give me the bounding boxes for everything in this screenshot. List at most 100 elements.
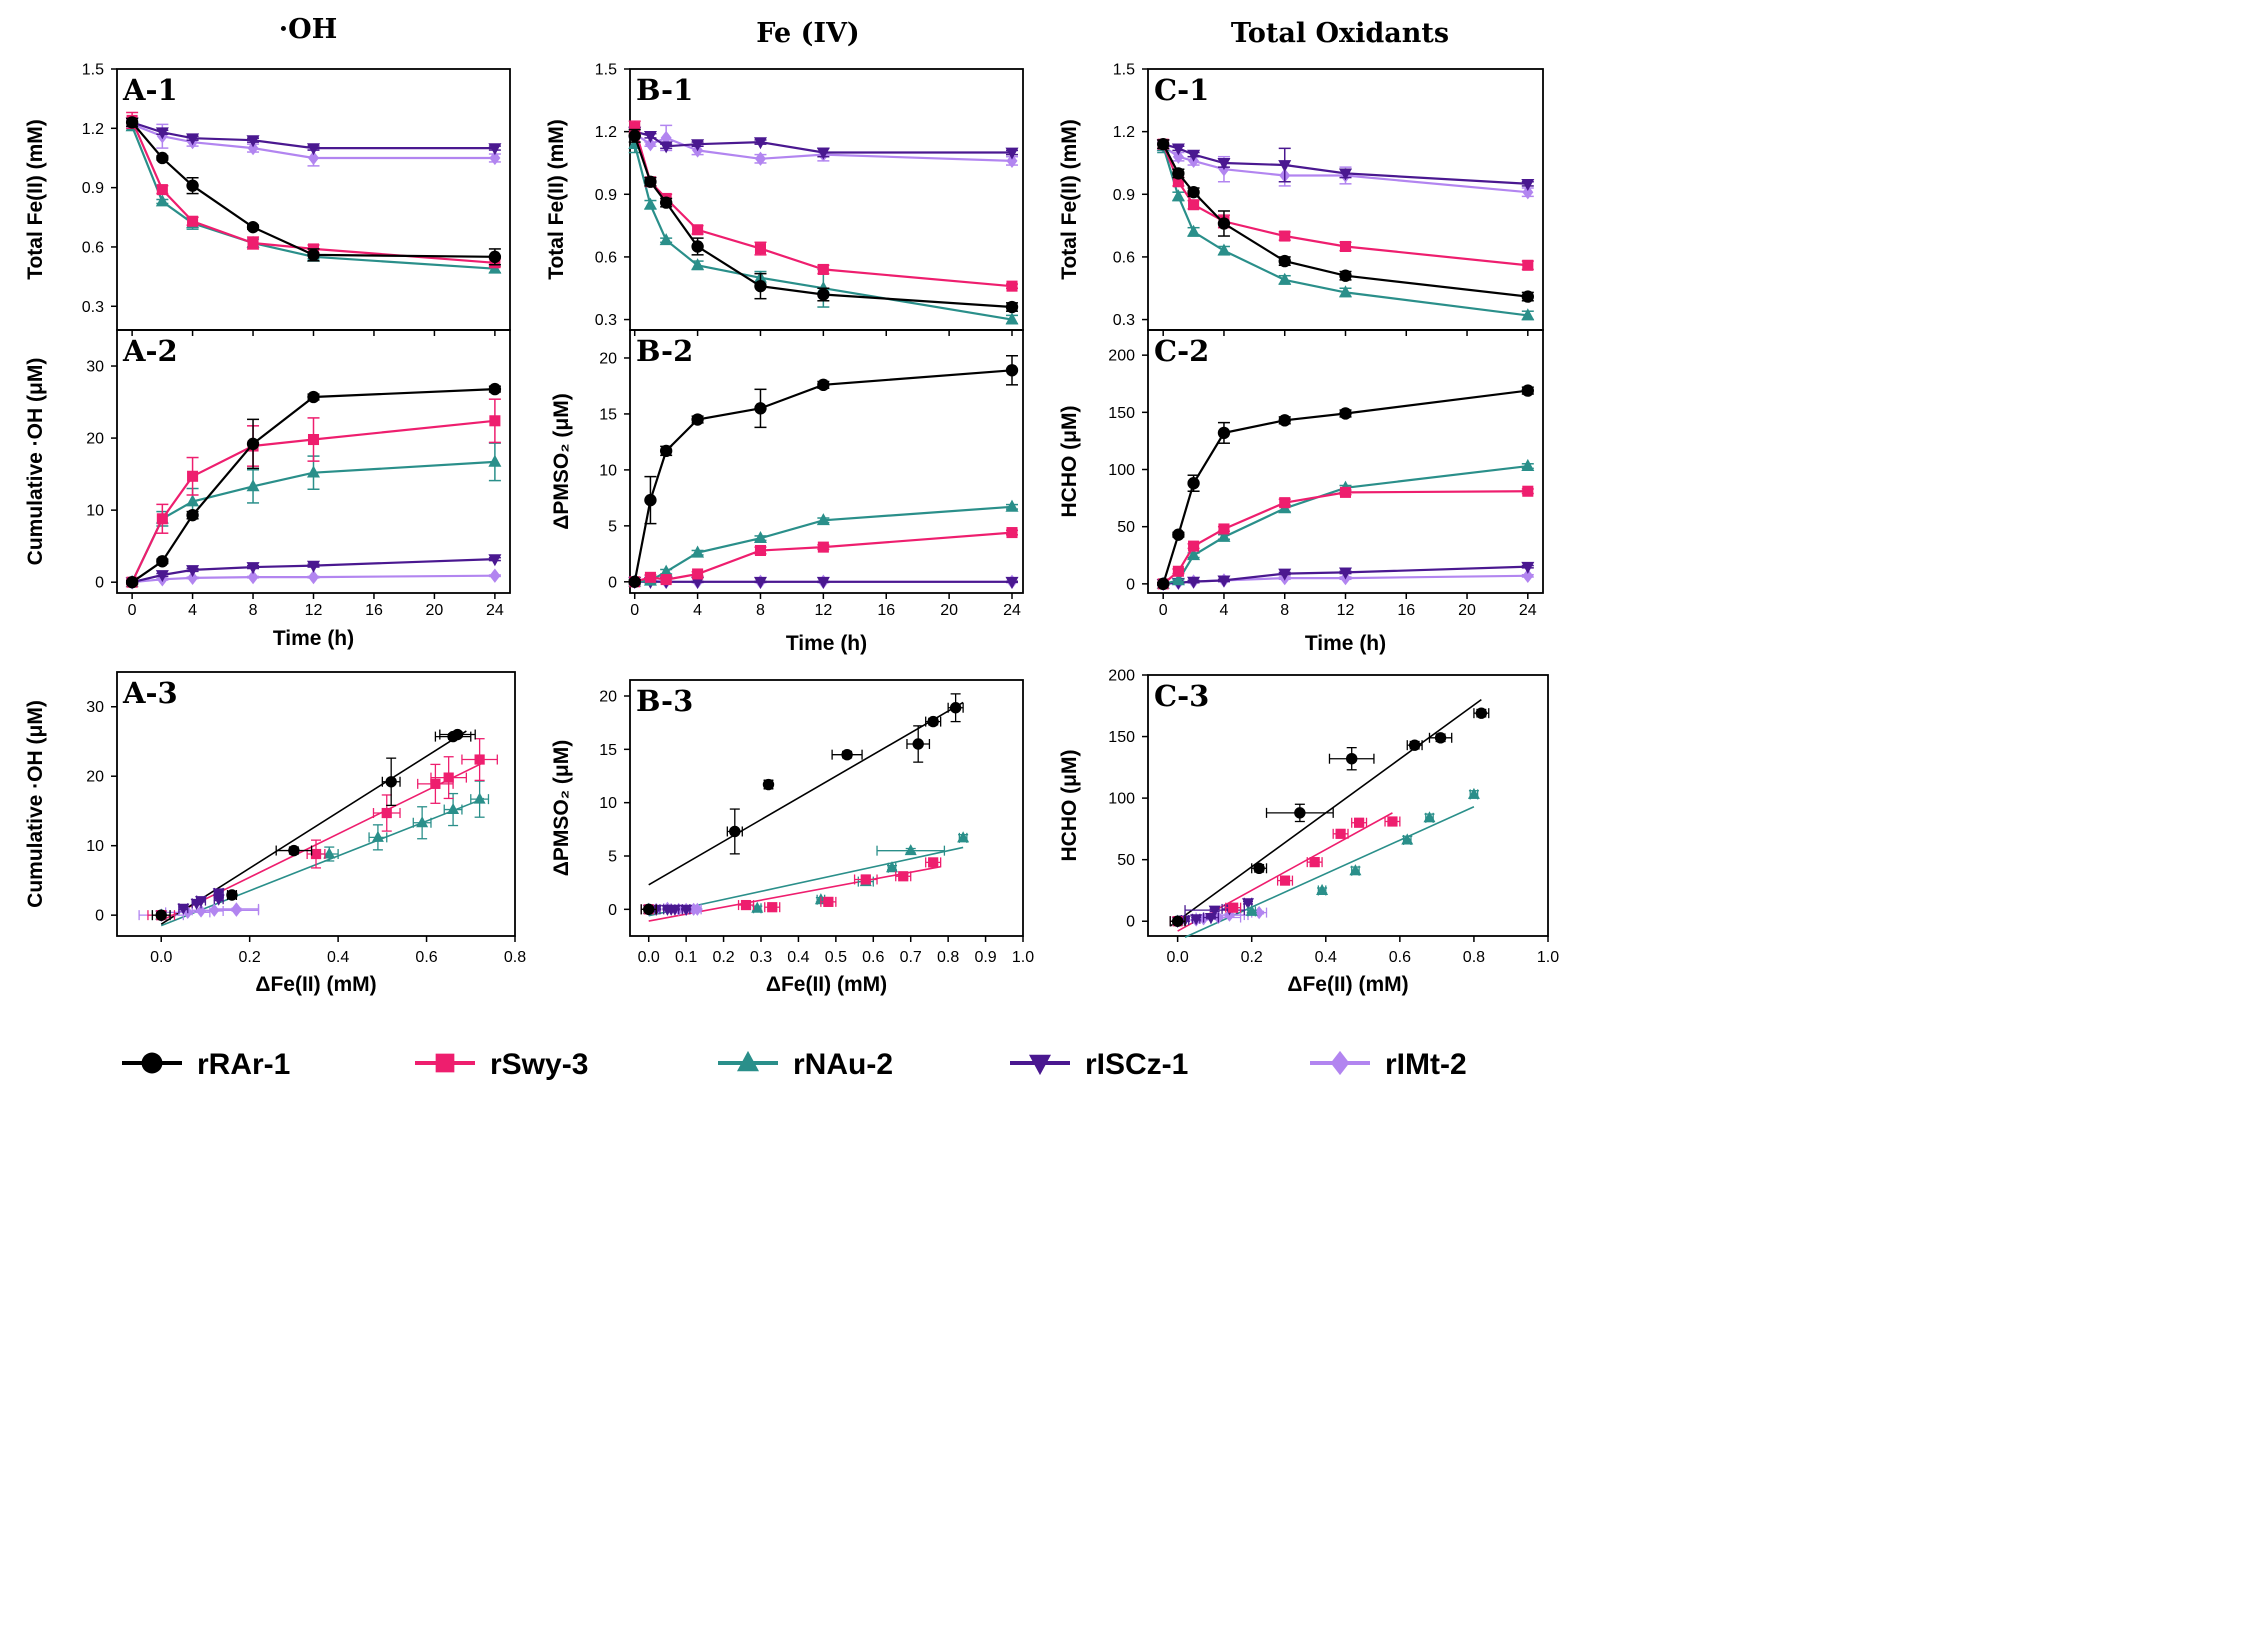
x-tick-label: 1.0 — [1012, 949, 1034, 966]
series-rRAr-1 — [1157, 384, 1534, 591]
data-point — [817, 263, 829, 275]
legend-label: rSwy-3 — [490, 1048, 588, 1081]
data-point — [817, 288, 830, 301]
data-point — [1242, 898, 1254, 910]
y-tick-label: 50 — [1117, 852, 1135, 869]
series-rISCz-1 — [628, 126, 1019, 160]
data-point — [643, 903, 655, 916]
data-point — [691, 258, 705, 271]
data-point — [1354, 817, 1365, 828]
data-point — [1187, 576, 1201, 589]
y-tick-label: 30 — [86, 359, 104, 376]
x-tick-label: 0.5 — [825, 949, 847, 966]
y-tick-label: 150 — [1108, 729, 1135, 746]
x-tick-label: 0.7 — [900, 949, 922, 966]
y-tick-label: 0 — [608, 574, 617, 591]
data-point — [1522, 568, 1534, 583]
data-point — [443, 772, 454, 783]
data-point — [1171, 189, 1185, 202]
data-point — [644, 137, 656, 152]
data-point — [692, 224, 704, 236]
data-point — [381, 807, 392, 819]
y-tick-label: 0.9 — [595, 187, 617, 204]
data-point — [447, 802, 460, 815]
panel-label: B-2 — [636, 334, 693, 368]
series-rRAr-1 — [1169, 707, 1490, 927]
x-axis-label: Time (h) — [786, 632, 867, 655]
data-point — [451, 728, 464, 741]
y-tick-label: 1.5 — [82, 62, 104, 79]
data-point — [1188, 199, 1200, 211]
data-point — [691, 139, 705, 152]
data-point — [488, 250, 502, 264]
data-point — [1339, 240, 1352, 253]
y-tick-label: 50 — [1117, 519, 1135, 536]
data-point — [1005, 312, 1019, 325]
data-point — [1521, 384, 1534, 397]
y-tick-label: 20 — [86, 431, 104, 448]
y-tick-label: 0.6 — [595, 249, 617, 266]
data-point — [661, 904, 674, 916]
y-tick-label: 15 — [599, 406, 617, 423]
y-tick-label: 200 — [1108, 348, 1135, 365]
data-point — [817, 541, 829, 553]
data-point — [1339, 168, 1352, 181]
data-point — [1217, 158, 1231, 171]
x-tick-label: 20 — [1458, 602, 1476, 619]
y-tick-label: 200 — [1108, 668, 1135, 685]
data-point — [644, 175, 657, 188]
data-point — [307, 248, 320, 262]
data-point — [1339, 285, 1352, 298]
chart-B-3: 0 5 10 15 20 0.0 0.1 0.2 0.3 0.4 0.5 0.6 0.7 0.8 0.9 1.… — [550, 679, 1034, 996]
data-point — [1253, 862, 1265, 874]
fit-line-rRAr-1 — [648, 701, 964, 886]
plot-frame — [116, 68, 511, 331]
data-point — [1423, 811, 1436, 823]
x-tick-label: 20 — [426, 602, 444, 619]
x-tick-label: 0 — [128, 602, 137, 619]
legend-item-rSwy-3: rSwy-3 — [415, 1048, 588, 1081]
y-tick-label: 10 — [599, 462, 617, 479]
data-point — [186, 565, 200, 578]
data-point — [1521, 178, 1535, 191]
data-point — [886, 861, 898, 873]
data-point — [1005, 576, 1019, 589]
data-point — [307, 560, 320, 573]
data-point — [307, 150, 320, 166]
fit-line-rNAu-2 — [160, 797, 485, 927]
data-point — [307, 465, 320, 478]
data-point — [1339, 567, 1352, 580]
data-point — [310, 848, 322, 860]
data-point — [1171, 915, 1184, 927]
data-point — [659, 233, 673, 246]
y-tick-label: 20 — [599, 350, 617, 367]
x-tick-label: 4 — [188, 602, 197, 619]
data-point — [928, 857, 939, 868]
x-tick-label: 0.6 — [1389, 949, 1411, 966]
x-tick-label: 0.0 — [150, 949, 172, 966]
data-point — [488, 554, 502, 567]
series-rISCz-1 — [1171, 897, 1254, 928]
data-point — [155, 570, 169, 583]
data-point — [371, 830, 384, 842]
data-point — [416, 816, 429, 828]
data-point — [247, 569, 259, 585]
legend-marker — [435, 1053, 455, 1073]
y-tick-label: 1.5 — [1113, 62, 1135, 79]
data-point — [489, 415, 501, 427]
data-point — [1279, 230, 1291, 242]
y-tick-label: 0.3 — [595, 312, 617, 329]
data-point — [1521, 458, 1535, 471]
y-tick-label: 30 — [86, 699, 104, 716]
y-axis-label: Cumulative ·OH (μM) — [24, 700, 47, 908]
x-axis-label: ΔFe(II) (mM) — [766, 973, 887, 996]
series-rRAr-1 — [628, 354, 1019, 588]
data-point — [1217, 243, 1231, 256]
data-point — [1190, 914, 1203, 926]
series-rRAr-1 — [1157, 137, 1534, 303]
series-rRAr-1 — [151, 728, 476, 921]
data-point — [307, 433, 320, 446]
data-point — [1349, 864, 1362, 876]
data-point — [246, 437, 260, 451]
data-point — [680, 904, 693, 916]
